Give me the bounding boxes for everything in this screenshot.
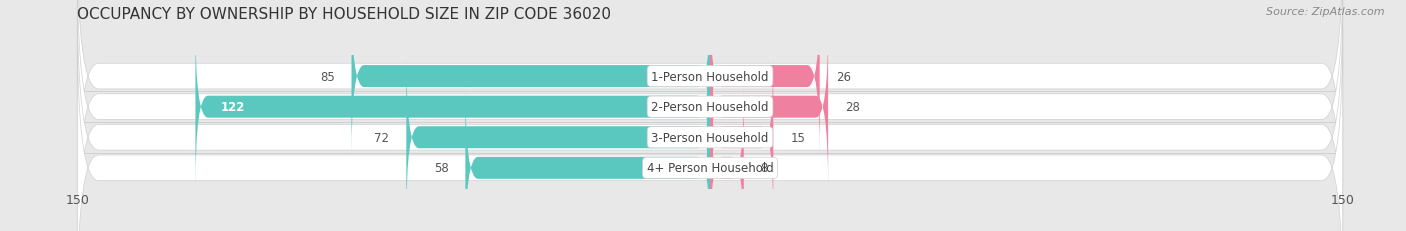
- Text: 26: 26: [837, 70, 852, 83]
- FancyBboxPatch shape: [710, 0, 820, 157]
- FancyBboxPatch shape: [77, 0, 1343, 216]
- Text: 15: 15: [790, 131, 806, 144]
- Text: 85: 85: [321, 70, 335, 83]
- Text: 28: 28: [845, 101, 860, 114]
- Text: 72: 72: [374, 131, 389, 144]
- Text: 3-Person Household: 3-Person Household: [651, 131, 769, 144]
- Text: 122: 122: [221, 101, 245, 114]
- FancyBboxPatch shape: [77, 0, 1343, 231]
- Text: 58: 58: [434, 162, 449, 175]
- Text: OCCUPANCY BY OWNERSHIP BY HOUSEHOLD SIZE IN ZIP CODE 36020: OCCUPANCY BY OWNERSHIP BY HOUSEHOLD SIZE…: [77, 7, 612, 22]
- FancyBboxPatch shape: [710, 27, 828, 188]
- FancyBboxPatch shape: [195, 27, 710, 188]
- Text: 1-Person Household: 1-Person Household: [651, 70, 769, 83]
- Text: 8: 8: [761, 162, 768, 175]
- Text: Source: ZipAtlas.com: Source: ZipAtlas.com: [1267, 7, 1385, 17]
- Text: 4+ Person Household: 4+ Person Household: [647, 162, 773, 175]
- Text: 2-Person Household: 2-Person Household: [651, 101, 769, 114]
- FancyBboxPatch shape: [77, 29, 1343, 231]
- FancyBboxPatch shape: [77, 0, 1343, 231]
- FancyBboxPatch shape: [710, 57, 773, 218]
- FancyBboxPatch shape: [465, 88, 710, 231]
- FancyBboxPatch shape: [406, 57, 710, 218]
- FancyBboxPatch shape: [352, 0, 710, 157]
- FancyBboxPatch shape: [710, 88, 744, 231]
